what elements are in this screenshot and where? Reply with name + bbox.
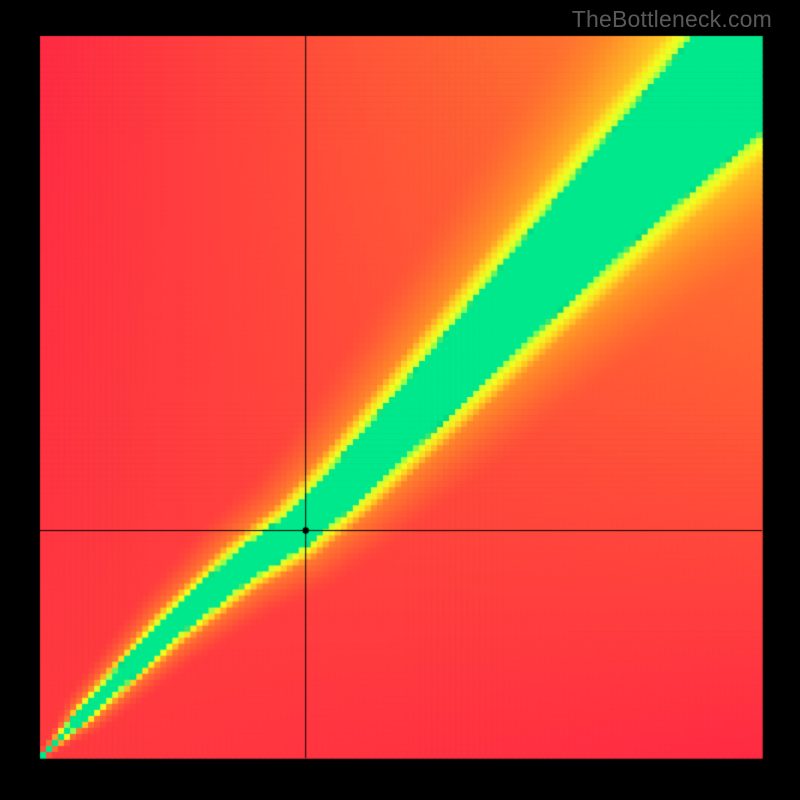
chart-container: TheBottleneck.com xyxy=(0,0,800,800)
heatmap-canvas xyxy=(0,0,800,800)
watermark-text: TheBottleneck.com xyxy=(572,6,772,33)
